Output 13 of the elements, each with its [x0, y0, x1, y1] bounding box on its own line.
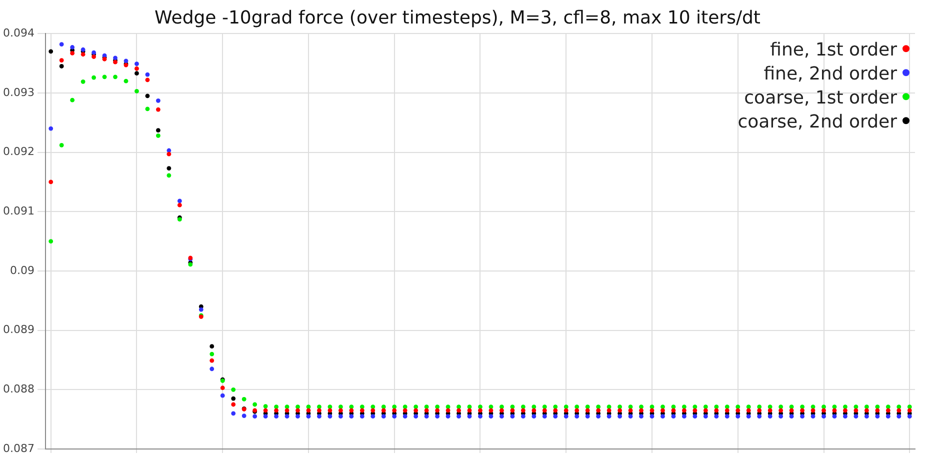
legend-label: coarse, 2nd order	[738, 111, 898, 132]
y-tick-label: 0.092	[2, 145, 34, 158]
legend-label: coarse, 1st order	[744, 87, 898, 108]
chart-title: Wedge -10grad force (over timesteps), M=3, cfl=8, max 10 iters/dt	[154, 7, 760, 28]
legend-label: fine, 1st order	[770, 39, 898, 60]
y-tick-label: 0.094	[2, 26, 34, 40]
y-tick-label: 0.087	[2, 442, 34, 455]
y-tick-label: 0.093	[2, 86, 34, 99]
y-tick-label: 0.09	[10, 264, 34, 277]
y-tick-label: 0.088	[2, 382, 34, 396]
y-tick-label: 0.089	[2, 323, 34, 336]
y-tick-label: 0.091	[2, 204, 34, 218]
legend-label: fine, 2nd order	[764, 63, 898, 84]
